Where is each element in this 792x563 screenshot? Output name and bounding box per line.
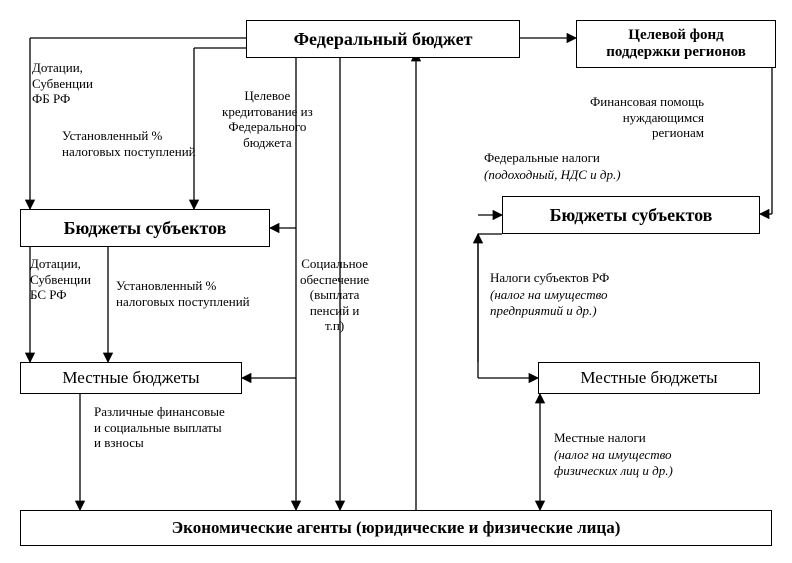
node-label: Экономические агенты (юридические и физи… bbox=[172, 518, 621, 538]
node-economic-agents: Экономические агенты (юридические и физи… bbox=[20, 510, 772, 546]
label-dotations-bs: Дотации, Субвенции БС РФ bbox=[30, 256, 91, 303]
node-local-left: Местные бюджеты bbox=[20, 362, 242, 394]
node-label: Целевой фонд поддержки регионов bbox=[606, 27, 746, 62]
label-targeted-credit: Целевое кредитование из Федерального бюд… bbox=[222, 88, 313, 150]
label-subject-taxes-italic: (налог на имущество предприятий и др.) bbox=[490, 287, 608, 318]
node-label: Федеральный бюджет bbox=[294, 29, 473, 50]
node-label: Местные бюджеты bbox=[62, 368, 199, 388]
flowchart-canvas: Федеральный бюджет Целевой фонд поддержк… bbox=[0, 0, 792, 563]
node-federal-budget: Федеральный бюджет bbox=[246, 20, 520, 58]
label-local-taxes: Местные налоги bbox=[554, 430, 646, 446]
node-target-fund: Целевой фонд поддержки регионов bbox=[576, 20, 776, 68]
label-percent-fb: Установленный % налоговых поступлений bbox=[62, 128, 196, 159]
label-financial-help: Финансовая помощь нуждающимся регионам bbox=[590, 94, 704, 141]
label-various-payments: Различные финансовые и социальные выплат… bbox=[94, 404, 225, 451]
label-percent-bs: Установленный % налоговых поступлений bbox=[116, 278, 250, 309]
label-federal-taxes: Федеральные налоги bbox=[484, 150, 600, 166]
label-local-taxes-italic: (налог на имущество физических лиц и др.… bbox=[554, 447, 673, 478]
label-dotations-fb: Дотации, Субвенции ФБ РФ bbox=[32, 60, 93, 107]
label-social-security: Социальное обеспечение (выплата пенсий и… bbox=[300, 256, 369, 334]
node-label: Бюджеты субъектов bbox=[64, 218, 227, 239]
node-subjects-right: Бюджеты субъектов bbox=[502, 196, 760, 234]
label-federal-taxes-italic: (подоходный, НДС и др.) bbox=[484, 167, 621, 183]
label-subject-taxes: Налоги субъектов РФ bbox=[490, 270, 609, 286]
node-local-right: Местные бюджеты bbox=[538, 362, 760, 394]
node-label: Бюджеты субъектов bbox=[550, 205, 713, 226]
node-label: Местные бюджеты bbox=[580, 368, 717, 388]
node-subjects-left: Бюджеты субъектов bbox=[20, 209, 270, 247]
